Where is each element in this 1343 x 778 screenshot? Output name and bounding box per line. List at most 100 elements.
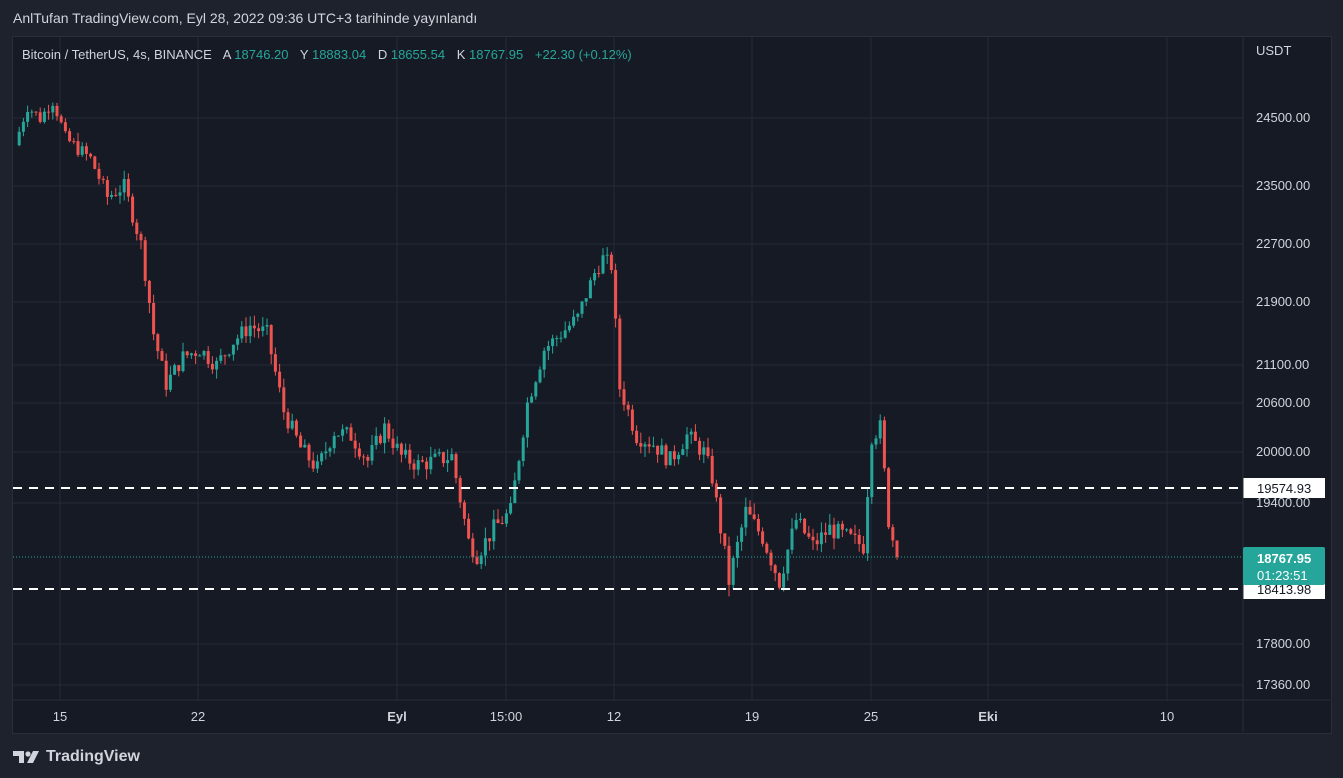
- candle: [320, 451, 324, 466]
- candle: [278, 363, 282, 393]
- publication-header: AnlTufan TradingView.com, Eyl 28, 2022 0…: [0, 0, 1343, 36]
- candle: [391, 428, 395, 455]
- candle: [336, 435, 340, 437]
- candle: [269, 324, 273, 365]
- time-tick-label: 15: [53, 709, 67, 724]
- tradingview-logo[interactable]: TradingView: [13, 748, 140, 766]
- candle: [404, 443, 408, 459]
- candlestick-chart[interactable]: 19574.93 18413.98 24500.00 23500.00 22700.0…: [0, 0, 1343, 736]
- candle: [198, 353, 202, 357]
- candle: [702, 441, 706, 464]
- candle: [370, 434, 374, 465]
- price-tick-label: 19400.00: [1256, 495, 1310, 510]
- candle: [756, 514, 760, 536]
- candle: [248, 316, 252, 344]
- legend-change: +22.30 (+0.12%): [535, 47, 632, 62]
- candle: [698, 437, 702, 461]
- candle: [462, 499, 466, 526]
- candle: [467, 513, 471, 540]
- legend-low-label: D: [378, 47, 387, 62]
- legend-symbol[interactable]: Bitcoin / TetherUS, 4s, BINANCE: [22, 47, 212, 62]
- price-tick-label: 21900.00: [1256, 294, 1310, 309]
- candle: [710, 448, 714, 487]
- candles: [17, 102, 899, 597]
- time-tick-label: 10: [1160, 709, 1174, 724]
- tradingview-brand: TradingView: [46, 748, 140, 765]
- candle: [530, 393, 534, 404]
- symbol-legend[interactable]: Bitcoin / TetherUS, 4s, BINANCE A 18746.…: [22, 47, 632, 62]
- horizontal-levels[interactable]: 19574.93 18413.98: [13, 478, 1325, 599]
- candle: [261, 317, 265, 337]
- candle: [849, 527, 853, 535]
- time-tick-label: 25: [864, 709, 878, 724]
- candle: [895, 540, 899, 560]
- candle: [546, 340, 550, 360]
- price-axis[interactable]: 24500.00 23500.00 22700.00 21900.00 21100.00…: [1256, 110, 1310, 692]
- candle: [668, 451, 672, 466]
- time-axis[interactable]: 15 22 Eyl 15:00 12 19 25 Eki 10: [53, 709, 1174, 724]
- level-price-tag: [1243, 478, 1325, 498]
- candle: [857, 529, 861, 552]
- candle: [651, 436, 655, 448]
- current-price-value: 18767.95: [1257, 551, 1311, 566]
- candle: [177, 364, 181, 377]
- candle: [26, 105, 30, 128]
- candle: [30, 109, 34, 118]
- candle: [576, 312, 580, 322]
- legend-high-label: Y: [300, 47, 309, 62]
- candle: [622, 381, 626, 411]
- candle: [748, 500, 752, 515]
- candle: [853, 524, 857, 544]
- candle: [815, 532, 819, 551]
- candle: [563, 321, 567, 339]
- candle: [740, 524, 744, 551]
- level-price-label: 18413.98: [1257, 582, 1311, 597]
- price-tick-label: 17360.00: [1256, 677, 1310, 692]
- candle: [97, 162, 101, 185]
- candle: [656, 445, 660, 463]
- candle: [345, 426, 349, 434]
- legend-close-label: K: [457, 47, 466, 62]
- candle: [185, 350, 189, 359]
- candle: [240, 321, 244, 343]
- candle: [828, 513, 832, 535]
- candle: [114, 187, 118, 197]
- candle: [143, 236, 147, 287]
- candle: [219, 348, 223, 364]
- candle: [139, 231, 143, 250]
- candle: [714, 479, 718, 502]
- candle: [803, 518, 807, 535]
- candle: [34, 111, 38, 116]
- candle: [412, 459, 416, 479]
- candle: [744, 497, 748, 536]
- candle: [126, 173, 130, 202]
- candle: [735, 535, 739, 568]
- candle: [614, 263, 618, 328]
- candle: [236, 334, 240, 351]
- candle: [341, 424, 345, 442]
- candle: [353, 432, 357, 458]
- tradingview-logo-icon: [13, 751, 39, 763]
- price-tick-label: 17800.00: [1256, 636, 1310, 651]
- candle: [811, 528, 815, 550]
- candle: [672, 445, 676, 466]
- candle: [215, 357, 219, 379]
- candle: [324, 441, 328, 460]
- current-price-badge: 18767.95 01:23:51: [1243, 547, 1325, 585]
- candle: [832, 517, 836, 550]
- candle: [492, 509, 496, 550]
- candle: [769, 549, 773, 571]
- candle: [76, 132, 80, 157]
- candle: [122, 170, 126, 201]
- candle: [387, 419, 391, 443]
- chart-pane[interactable]: [12, 36, 1332, 734]
- candle: [534, 380, 538, 400]
- candle: [454, 452, 458, 484]
- candle: [719, 493, 723, 544]
- candle: [152, 294, 156, 341]
- candle: [63, 118, 67, 134]
- candle: [517, 459, 521, 484]
- candle: [626, 401, 630, 417]
- candle: [601, 248, 605, 275]
- candle: [483, 527, 487, 566]
